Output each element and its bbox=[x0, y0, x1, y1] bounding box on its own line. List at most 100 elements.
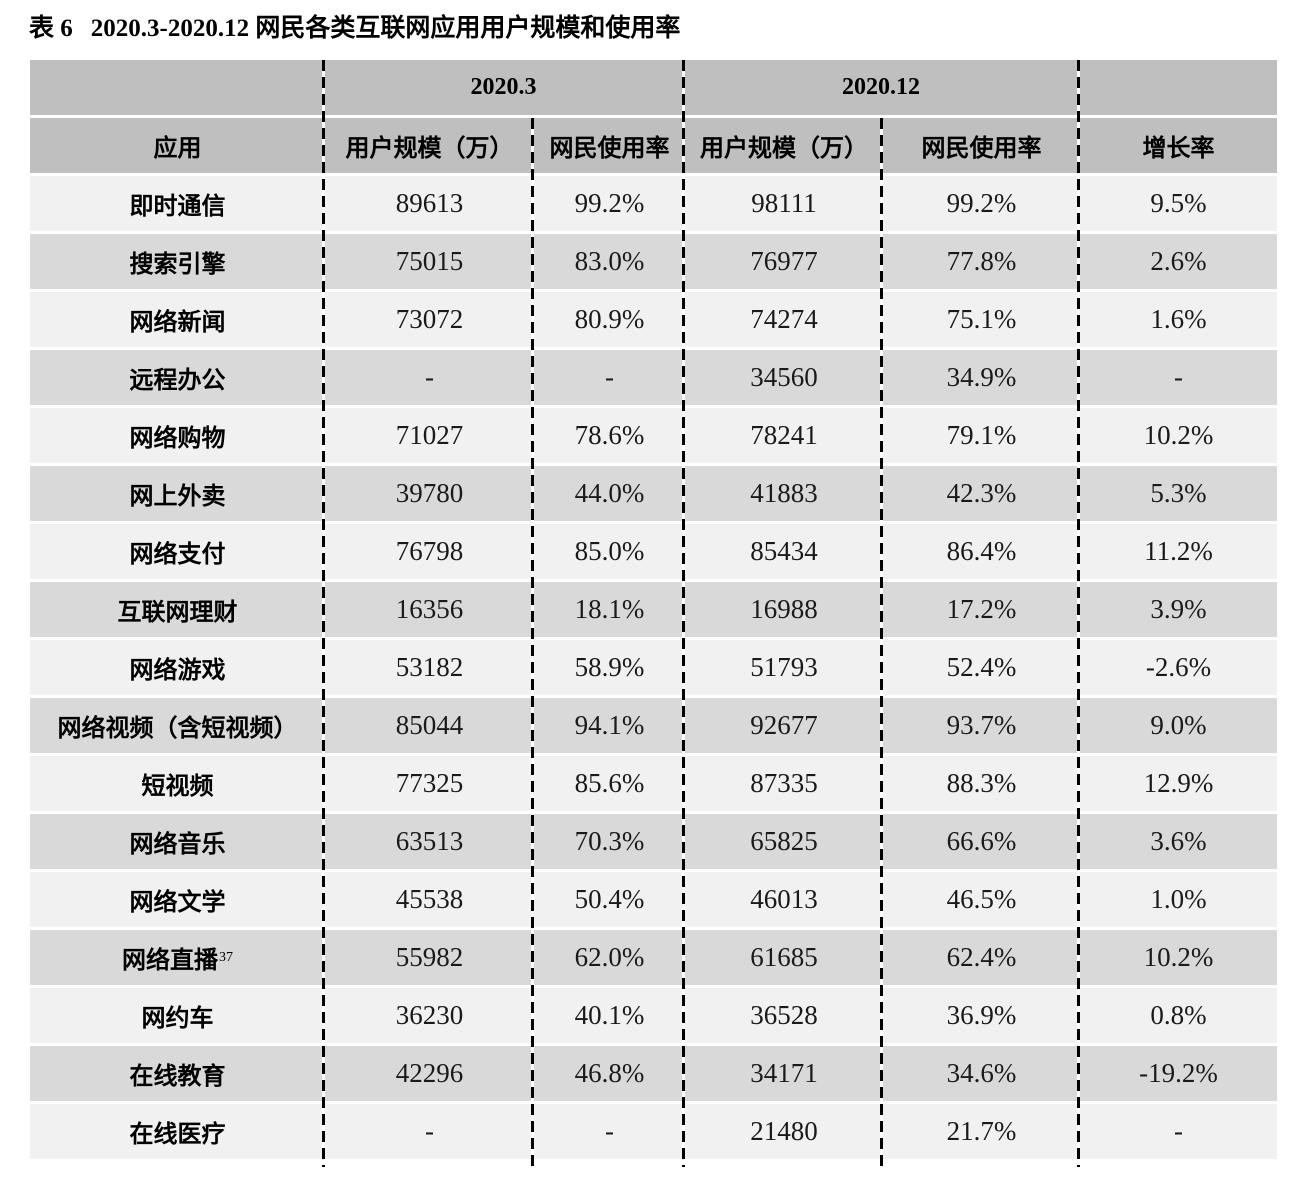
scale-2020-3-cell: 73072 bbox=[325, 292, 534, 347]
usage-2020-12-cell-text: 93.7% bbox=[946, 710, 1017, 740]
growth-cell-text: -19.2% bbox=[1139, 1058, 1218, 1088]
usage-2020-3-cell: 70.3% bbox=[534, 814, 685, 869]
app-cell: 搜索引擎 bbox=[30, 234, 325, 289]
scale-2020-12-cell-text: 85434 bbox=[750, 536, 818, 566]
usage-2020-12-cell: 99.2% bbox=[883, 176, 1080, 231]
usage-2020-3-cell-text: 46.8% bbox=[574, 1058, 645, 1088]
scale-2020-12-cell-text: 78241 bbox=[750, 420, 818, 450]
table-row: 网络支付 76798 85.0% 85434 86.4% 11.2% bbox=[30, 524, 1277, 579]
growth-cell-text: 12.9% bbox=[1143, 768, 1214, 798]
table-title-text: 2020.3-2020.12 网民各类互联网应用用户规模和使用率 bbox=[90, 15, 681, 42]
table-row: 网络视频（含短视频） 85044 94.1% 92677 93.7% 9.0% bbox=[30, 698, 1277, 753]
usage-2020-12-cell: 66.6% bbox=[883, 814, 1080, 869]
usage-2020-12-cell: 34.9% bbox=[883, 350, 1080, 405]
column-header-app: 应用 bbox=[153, 136, 202, 162]
growth-cell-text: 10.2% bbox=[1143, 420, 1214, 450]
usage-2020-3-cell: 80.9% bbox=[534, 292, 685, 347]
usage-2020-3-cell-text: 85.0% bbox=[574, 536, 645, 566]
group-header-blank-left bbox=[30, 60, 325, 115]
growth-cell: 9.0% bbox=[1080, 698, 1277, 753]
column-separator-app bbox=[322, 60, 325, 1167]
growth-cell-text: 1.0% bbox=[1150, 884, 1207, 914]
scale-2020-3-cell: 45538 bbox=[325, 872, 534, 927]
growth-cell-text: 3.9% bbox=[1150, 594, 1207, 624]
growth-cell-text: 2.6% bbox=[1150, 246, 1207, 276]
usage-2020-12-cell-text: 75.1% bbox=[946, 304, 1017, 334]
usage-2020-12-cell-text: 86.4% bbox=[946, 536, 1017, 566]
scale-2020-3-cell-text: 75015 bbox=[395, 246, 464, 276]
growth-cell-text: 9.0% bbox=[1150, 710, 1207, 740]
app-cell-text: 在线医疗 bbox=[129, 1122, 226, 1148]
usage-2020-12-cell: 21.7% bbox=[883, 1104, 1080, 1159]
growth-cell-text: 3.6% bbox=[1150, 826, 1207, 856]
app-cell-text: 网络支付 bbox=[129, 542, 226, 568]
scale-2020-3-cell: 85044 bbox=[325, 698, 534, 753]
growth-cell-text: 5.3% bbox=[1150, 478, 1207, 508]
usage-2020-3-cell-text: 99.2% bbox=[574, 188, 645, 218]
usage-2020-12-cell: 62.4% bbox=[883, 930, 1080, 985]
app-cell: 即时通信 bbox=[30, 176, 325, 231]
scale-2020-12-cell-text: 87335 bbox=[750, 768, 818, 798]
scale-2020-12-cell-text: 34171 bbox=[750, 1058, 818, 1088]
usage-2020-3-cell-text: 78.6% bbox=[574, 420, 645, 450]
scale-2020-12-cell-text: 34560 bbox=[750, 362, 818, 392]
growth-cell: - bbox=[1080, 350, 1277, 405]
scale-2020-12-cell: 34560 bbox=[685, 350, 883, 405]
app-cell: 短视频 bbox=[30, 756, 325, 811]
usage-2020-12-cell: 46.5% bbox=[883, 872, 1080, 927]
column-header-scale-2020-12: 用户规模（万） bbox=[700, 136, 868, 162]
scale-2020-3-cell-text: 42296 bbox=[395, 1058, 464, 1088]
usage-2020-3-cell-text: 70.3% bbox=[574, 826, 645, 856]
scale-2020-3-cell-text: 16356 bbox=[395, 594, 464, 624]
usage-2020-12-cell: 17.2% bbox=[883, 582, 1080, 637]
table-row: 在线教育 42296 46.8% 34171 34.6% -19.2% bbox=[30, 1046, 1277, 1101]
usage-2020-3-cell: 46.8% bbox=[534, 1046, 685, 1101]
table-title-prefix: 表 6 bbox=[29, 15, 73, 42]
app-cell: 网络文学 bbox=[30, 872, 325, 927]
growth-cell: 3.6% bbox=[1080, 814, 1277, 869]
usage-2020-12-cell-text: 34.9% bbox=[946, 362, 1017, 392]
growth-cell: 10.2% bbox=[1080, 930, 1277, 985]
usage-2020-3-cell: 85.6% bbox=[534, 756, 685, 811]
table-row: 在线医疗 - - 21480 21.7% - bbox=[30, 1104, 1277, 1159]
app-cell: 在线医疗 bbox=[30, 1104, 325, 1159]
usage-2020-3-cell: 44.0% bbox=[534, 466, 685, 521]
usage-2020-3-cell: 94.1% bbox=[534, 698, 685, 753]
app-cell: 网络音乐 bbox=[30, 814, 325, 869]
column-separator-2020-3-inner bbox=[531, 118, 534, 1167]
growth-cell-text: 9.5% bbox=[1150, 188, 1207, 218]
scale-2020-3-cell-text: 39780 bbox=[395, 478, 464, 508]
app-cell: 网络直播 37 bbox=[30, 930, 325, 985]
usage-2020-3-cell: 50.4% bbox=[534, 872, 685, 927]
data-table: 2020.3 2020.12 应用 用户规模（万） 网民使用率 用户规模（万） … bbox=[30, 60, 1277, 1167]
scale-2020-12-cell-text: 92677 bbox=[750, 710, 818, 740]
usage-2020-12-cell-text: 88.3% bbox=[946, 768, 1017, 798]
growth-cell: 12.9% bbox=[1080, 756, 1277, 811]
table-row: 互联网理财 16356 18.1% 16988 17.2% 3.9% bbox=[30, 582, 1277, 637]
app-cell: 网络视频（含短视频） bbox=[30, 698, 325, 753]
table-row: 网络新闻 73072 80.9% 74274 75.1% 1.6% bbox=[30, 292, 1277, 347]
scale-2020-12-cell-text: 16988 bbox=[750, 594, 818, 624]
usage-2020-12-cell-text: 42.3% bbox=[946, 478, 1017, 508]
app-cell: 远程办公 bbox=[30, 350, 325, 405]
usage-2020-12-cell-text: 36.9% bbox=[946, 1000, 1017, 1030]
scale-2020-12-cell: 61685 bbox=[685, 930, 883, 985]
app-cell-text: 短视频 bbox=[141, 774, 214, 800]
growth-cell: 3.9% bbox=[1080, 582, 1277, 637]
usage-2020-3-cell: 85.0% bbox=[534, 524, 685, 579]
scale-2020-12-cell: 74274 bbox=[685, 292, 883, 347]
growth-cell-text: - bbox=[1174, 1116, 1183, 1146]
scale-2020-12-cell: 21480 bbox=[685, 1104, 883, 1159]
usage-2020-12-cell-text: 79.1% bbox=[946, 420, 1017, 450]
scale-2020-3-cell-text: 36230 bbox=[395, 1000, 464, 1030]
column-header-row: 应用 用户规模（万） 网民使用率 用户规模（万） 网民使用率 增长率 bbox=[30, 118, 1277, 173]
scale-2020-12-cell: 87335 bbox=[685, 756, 883, 811]
table-row: 网上外卖 39780 44.0% 41883 42.3% 5.3% bbox=[30, 466, 1277, 521]
group-header-row: 2020.3 2020.12 bbox=[30, 60, 1277, 115]
column-separator-2020-12-inner bbox=[880, 118, 883, 1167]
growth-cell-text: 0.8% bbox=[1150, 1000, 1207, 1030]
usage-2020-12-cell-text: 21.7% bbox=[946, 1116, 1017, 1146]
app-cell: 在线教育 bbox=[30, 1046, 325, 1101]
table-row: 网络游戏 53182 58.9% 51793 52.4% -2.6% bbox=[30, 640, 1277, 695]
scale-2020-3-cell-text: 73072 bbox=[395, 304, 464, 334]
